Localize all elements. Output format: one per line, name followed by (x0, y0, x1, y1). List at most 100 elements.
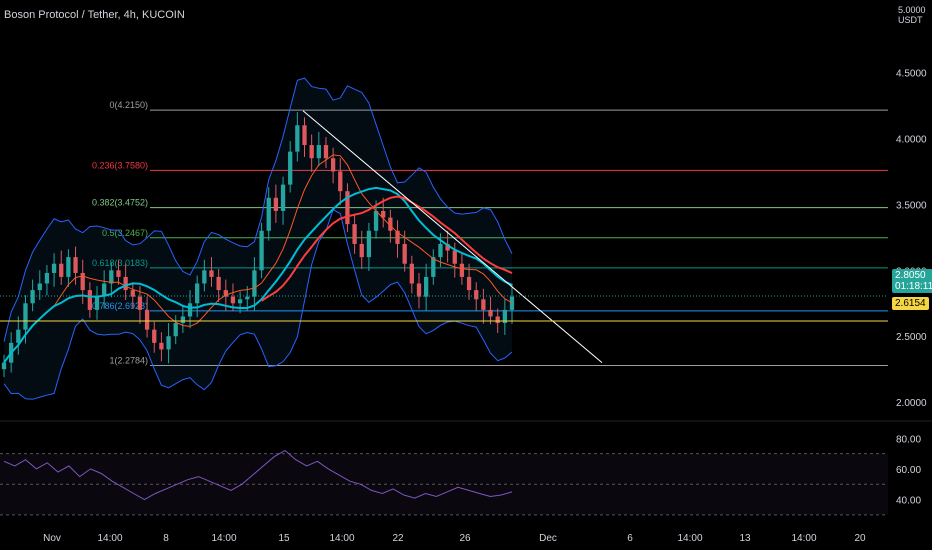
candle-body (416, 283, 422, 297)
candle-body (80, 272, 85, 291)
candle-body (431, 257, 436, 277)
price-axis-tick: 4.5000 (896, 69, 927, 80)
price-axis-tick: 2.0000 (896, 398, 927, 409)
candle-body (359, 243, 364, 258)
candle-body (259, 230, 264, 271)
candle-body (309, 145, 314, 159)
candle-body (30, 290, 35, 304)
candle-body (37, 283, 42, 291)
x-axis-tick: Dec (539, 533, 557, 544)
x-axis-tick: 13 (739, 533, 751, 544)
price-axis-tick: 4.0000 (896, 134, 927, 145)
candle-body (1, 362, 7, 370)
candle-body (459, 263, 465, 277)
fib-level-label: 0.786(2.6928) (92, 301, 148, 311)
candle-body (474, 290, 479, 300)
candle-body (381, 210, 386, 218)
candle-body (488, 309, 493, 317)
candle-body (295, 125, 300, 152)
candle-body (144, 309, 150, 330)
candle-body (137, 296, 143, 310)
price-axis-tick: 2.5000 (896, 332, 927, 343)
candle-body (130, 290, 135, 297)
sma-line (261, 195, 513, 302)
candle-body (288, 151, 293, 185)
candle-body (402, 243, 407, 264)
bollinger-lower (3, 208, 513, 400)
candle-body (166, 336, 171, 350)
candle-body (366, 230, 372, 258)
fib-level-label: 0.236(3.7580) (92, 160, 148, 170)
candle-body (59, 263, 64, 277)
candle-body (44, 272, 50, 284)
x-axis-tick: Nov (43, 533, 61, 544)
candle-body (230, 296, 236, 304)
candle-body (495, 316, 500, 324)
candle-body (202, 270, 207, 284)
candle-countdown: 01:18:11 (895, 281, 932, 292)
candle-body (123, 276, 128, 291)
candle-body (330, 158, 336, 172)
ema-slow-line (3, 186, 513, 364)
x-axis-tick: 6 (627, 533, 633, 544)
candle-body (409, 263, 414, 284)
candle-body (195, 283, 200, 304)
fib-level-label: 0.618(3.0183) (92, 258, 148, 268)
candle-body (94, 296, 100, 310)
candle-body (302, 125, 307, 146)
x-axis-tick: 26 (459, 533, 471, 544)
candle-body (51, 263, 57, 273)
candle-body (338, 171, 343, 192)
candle-body (16, 329, 21, 343)
chart-title: Boson Protocol / Tether, 4h, KUCOIN (4, 9, 185, 21)
candle-body (187, 303, 193, 317)
candle-body (345, 191, 350, 225)
fib-level-label: 0(4.2150) (109, 100, 148, 110)
candle-body (87, 290, 93, 310)
fib-level-label: 1(2.2784) (109, 355, 148, 365)
currency-label: USDT (898, 15, 923, 25)
candle-body (66, 257, 71, 277)
candle-body (223, 290, 228, 297)
candle-body (245, 296, 250, 300)
candle-body (373, 210, 379, 231)
candle-body (237, 299, 243, 304)
candle-body (323, 145, 329, 159)
candle-body (316, 145, 321, 159)
candle-body (209, 270, 214, 277)
candle-body (273, 197, 279, 211)
current-price-value: 2.8050 (895, 270, 926, 281)
candle-body (102, 283, 107, 297)
candle-body (452, 250, 457, 264)
candle-body (109, 270, 114, 284)
candle-body (423, 276, 429, 297)
candle-body (159, 342, 164, 350)
candles-group (1, 112, 515, 378)
candle-body (252, 270, 257, 297)
candle-body (352, 224, 357, 244)
candle-body (116, 270, 121, 277)
candle-body (280, 184, 286, 211)
candle-body (73, 257, 78, 273)
candle-body (152, 329, 157, 343)
rsi-line (3, 449, 513, 501)
partial-top-tick: 5.0000 (898, 5, 926, 15)
ema-fast-line (3, 154, 513, 363)
current-price-tag: 2.8050 01:18:11 (892, 269, 932, 293)
candle-body (466, 276, 472, 291)
fib-level-label: 0.382(3.4752) (92, 198, 148, 208)
rsi-axis-tick: 40.00 (896, 496, 921, 507)
candle-body (509, 296, 515, 310)
candle-body (180, 316, 186, 324)
candle-body (23, 303, 28, 330)
rsi-axis-tick: 60.00 (896, 465, 921, 476)
candle-body (438, 243, 443, 258)
x-axis-tick: 8 (163, 533, 169, 544)
candle-body (481, 299, 486, 310)
x-axis-tick: 15 (278, 533, 290, 544)
x-axis-tick: 14:00 (791, 533, 816, 544)
currency-badge[interactable]: 5.0000 USDT (898, 5, 926, 25)
candle-body (216, 276, 221, 291)
